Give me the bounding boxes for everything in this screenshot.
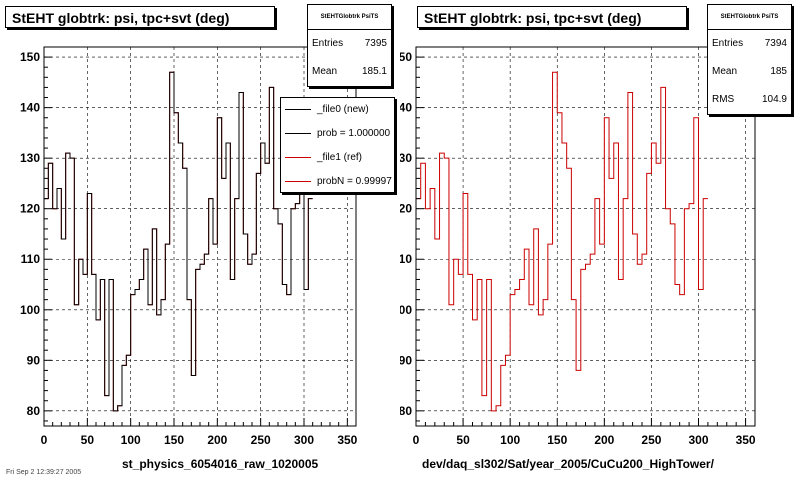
legend-entry-probn: probN = 0.99997 xyxy=(281,170,394,192)
y-tick-label-120: 120 xyxy=(400,202,412,216)
legend-entry-ref-file: _file1 (ref) xyxy=(281,146,394,170)
right-stats-mean-row: Mean 185 xyxy=(708,58,791,86)
print-timestamp: Fri Sep 2 12:39:27 2005 xyxy=(6,469,82,476)
right-stats-entries-label: Entries xyxy=(712,38,744,49)
y-tick-label-150: 150 xyxy=(20,50,40,64)
x-tick-label-350: 350 xyxy=(736,433,756,447)
legend-line-new xyxy=(285,109,311,110)
x-tick-label-50: 50 xyxy=(456,433,470,447)
left-stats-entries-row: Entries 7395 xyxy=(308,30,391,58)
x-tick-label-250: 250 xyxy=(641,433,661,447)
left-stats-mean-label: Mean xyxy=(312,66,338,77)
right-file-label: dev/daq_sl302/Sat/year_2005/CuCu200_High… xyxy=(422,457,714,471)
x-tick-label-150: 150 xyxy=(164,433,184,447)
right-stats-mean-label: Mean xyxy=(712,66,738,77)
x-tick-label-300: 300 xyxy=(688,433,708,447)
x-tick-label-100: 100 xyxy=(121,433,141,447)
y-tick-label-120: 120 xyxy=(20,202,40,216)
left-stats-box: StEHTGlobtrk PsiTS Entries 7395 Mean 185… xyxy=(307,4,392,87)
legend-text-probn: probN = 0.99997 xyxy=(317,176,392,187)
x-tick-label-150: 150 xyxy=(547,433,567,447)
left-stats-name: StEHTGlobtrk PsiTS xyxy=(308,5,391,30)
legend-entry-new-file: _file0 (new) xyxy=(281,98,394,122)
x-tick-label-0: 0 xyxy=(413,433,420,447)
left-histogram-title: StEHT globtrk: psi, tpc+svt (deg) xyxy=(5,6,275,28)
left-histogram-plot: 0 50 100 150 200 250 300 350 80 90 100 110 120 130 140… xyxy=(20,46,358,447)
right-stats-entries-value: 7394 xyxy=(764,38,787,49)
y-tick-label-130: 130 xyxy=(400,151,412,165)
left-histogram-panel: 0 50 100 150 200 250 300 350 80 90 100 110 120 130 140… xyxy=(5,4,395,471)
y-tick-label-90: 90 xyxy=(27,353,41,367)
y-tick-label-100: 100 xyxy=(400,303,412,317)
y-tick-label-100: 100 xyxy=(20,303,40,317)
left-stats-entries-label: Entries xyxy=(312,38,344,49)
y-tick-label-130: 130 xyxy=(20,151,40,165)
y-tick-label-110: 110 xyxy=(21,252,41,266)
legend-text-ref: _file1 (ref) xyxy=(317,152,363,163)
legend-text-prob: prob = 1.000000 xyxy=(317,128,391,139)
y-tick-label-80: 80 xyxy=(27,404,41,418)
x-tick-label-250: 250 xyxy=(251,433,271,447)
y-tick-label-110: 110 xyxy=(400,252,412,266)
legend-entry-prob: prob = 1.000000 xyxy=(281,122,394,146)
right-stats-mean-value: 185 xyxy=(770,66,787,77)
y-tick-label-140: 140 xyxy=(400,101,412,115)
comparison-legend: _file0 (new) prob = 1.000000 _file1 (ref… xyxy=(280,97,395,193)
histogram-series-main xyxy=(416,71,708,412)
x-tick-label-200: 200 xyxy=(207,433,227,447)
y-tick-label-80: 80 xyxy=(400,404,412,418)
legend-line-probn xyxy=(285,181,311,182)
plot-frame xyxy=(415,46,756,427)
x-tick-label-300: 300 xyxy=(294,433,314,447)
legend-line-prob xyxy=(285,133,311,134)
x-tick-label-50: 50 xyxy=(81,433,95,447)
right-histogram-panel: 0 50 100 150 200 250 300 350 80 90 100 110 120 130 140… xyxy=(400,0,800,480)
left-stats-mean-row: Mean 185.1 xyxy=(308,58,391,86)
left-stats-entries-value: 7395 xyxy=(364,38,387,49)
y-tick-label-150: 150 xyxy=(400,50,412,64)
right-histogram-plot: 0 50 100 150 200 250 300 350 80 90 100 110 120 130 140… xyxy=(400,46,756,447)
right-stats-rms-label: RMS xyxy=(712,94,735,105)
x-tick-label-0: 0 xyxy=(41,433,48,447)
left-file-label: st_physics_6054016_raw_1020005 xyxy=(122,457,319,471)
right-stats-box: StEHTGlobtrk PsiTS Entries 7394 Mean 185… xyxy=(707,4,792,115)
x-tick-label-100: 100 xyxy=(500,433,520,447)
x-tick-label-350: 350 xyxy=(337,433,357,447)
y-tick-label-90: 90 xyxy=(400,353,412,367)
legend-text-new: _file0 (new) xyxy=(317,104,369,115)
right-stats-rms-row: RMS 104.9 xyxy=(708,86,791,114)
y-tick-label-140: 140 xyxy=(20,101,40,115)
right-histogram-title: StEHT globtrk: psi, tpc+svt (deg) xyxy=(417,6,687,28)
right-stats-entries-row: Entries 7394 xyxy=(708,30,791,58)
left-stats-mean-value: 185.1 xyxy=(361,66,387,77)
right-stats-rms-value: 104.9 xyxy=(761,94,787,105)
histogram-series-file0-new xyxy=(44,71,313,412)
right-stats-name: StEHTGlobtrk PsiTS xyxy=(708,5,791,30)
x-tick-label-200: 200 xyxy=(594,433,614,447)
legend-line-ref xyxy=(285,157,311,158)
